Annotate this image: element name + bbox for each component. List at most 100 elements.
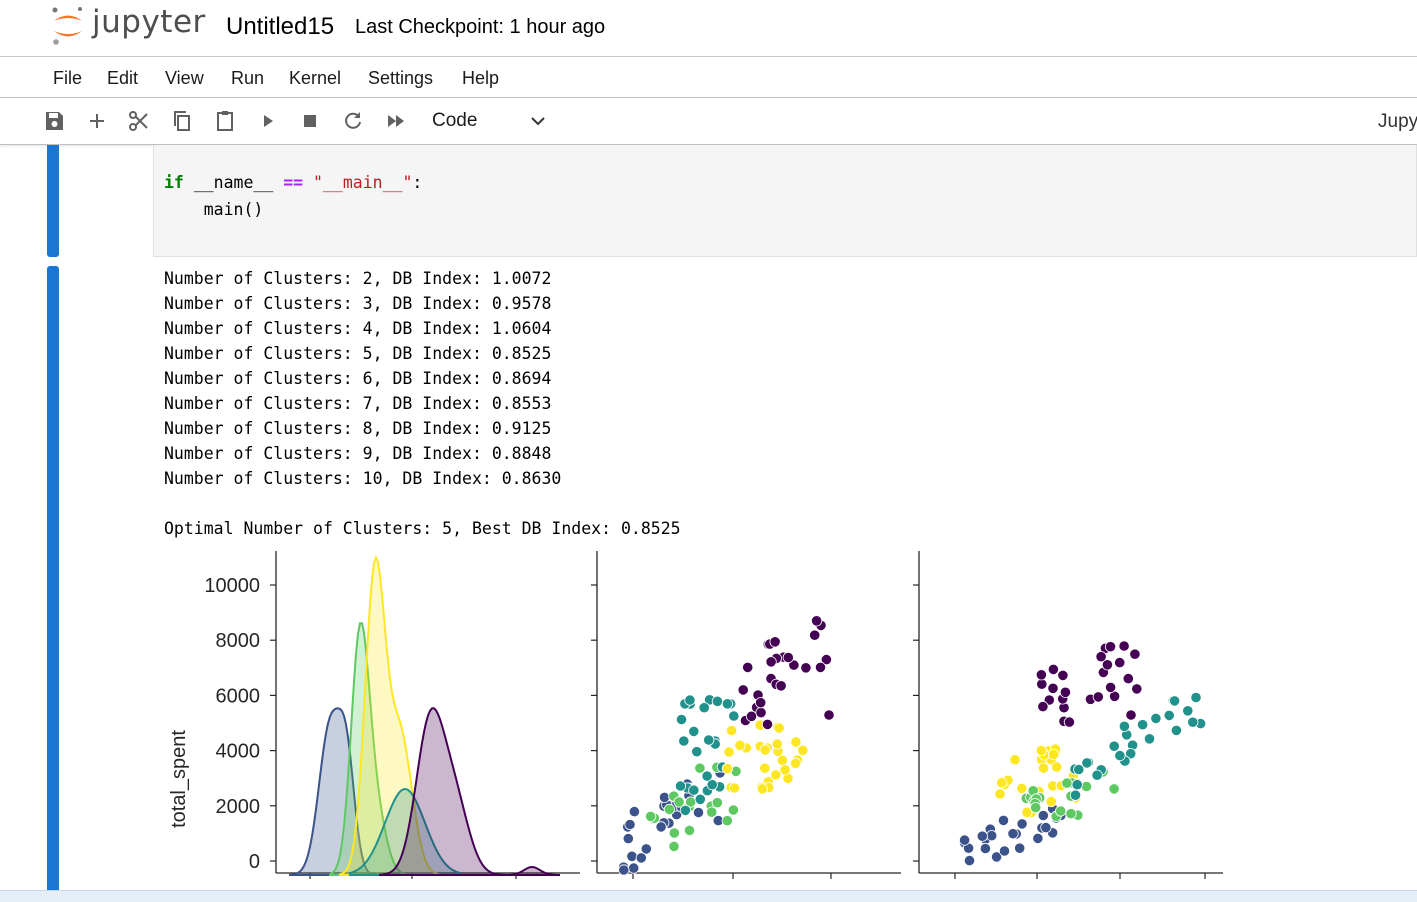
scatter-point: [706, 806, 718, 818]
cell-type-select[interactable]: Code: [432, 110, 478, 131]
code-line: main(): [164, 200, 264, 219]
scatter-point: [701, 770, 713, 782]
cut-icon[interactable]: [127, 109, 151, 133]
scatter-point: [703, 734, 715, 746]
code-editor[interactable]: if __name__ == "__main__": main(): [153, 145, 1417, 257]
scatter-point: [810, 615, 823, 627]
scatter-point: [1065, 808, 1077, 820]
chevron-down-icon[interactable]: [528, 111, 548, 131]
menu-kernel[interactable]: Kernel: [289, 68, 342, 88]
scatter-point: [809, 629, 821, 641]
scatter-point: [773, 722, 785, 734]
os-taskbar: [0, 890, 1417, 902]
scatter-point: [1125, 709, 1137, 721]
scatter-point: [1021, 806, 1033, 818]
scatter-point: [979, 842, 992, 855]
scatter-point: [692, 806, 705, 819]
scatter-point: [1035, 669, 1048, 681]
scatter-point: [1073, 763, 1085, 776]
stop-icon[interactable]: [298, 109, 322, 133]
run-icon[interactable]: [256, 109, 280, 133]
scatter-point: [1059, 686, 1072, 698]
operator: ==: [283, 173, 304, 192]
scatter-point: [1125, 748, 1137, 760]
scatter-point: [674, 780, 687, 792]
scatter-point: [728, 710, 740, 722]
scatter-point: [1108, 740, 1120, 752]
title-bar: jupyter Untitled15 Last Checkpoint: 1 ho…: [0, 0, 1417, 57]
scatter-point: [759, 762, 771, 774]
scatter-point: [723, 746, 735, 758]
copy-icon[interactable]: [170, 109, 194, 133]
scatter-point: [996, 777, 1008, 789]
scatter-point: [663, 803, 676, 815]
scatter-point: [1037, 762, 1050, 774]
scatter-point: [1114, 657, 1126, 669]
scatter-point: [668, 840, 680, 852]
scatter-point: [1016, 818, 1028, 830]
scatter-point: [1063, 716, 1076, 728]
scatter-point: [797, 744, 809, 756]
app-name: jupyter: [92, 4, 206, 40]
scatter-point: [728, 782, 741, 794]
checkpoint-status: Last Checkpoint: 1 hour ago: [355, 16, 606, 38]
output-line: Number of Clusters: 8, DB Index: 0.9125: [164, 419, 552, 438]
scatter-point: [721, 815, 733, 827]
scatter-point: [814, 661, 827, 674]
scatter-point: [1035, 744, 1047, 757]
scatter-point: [727, 804, 740, 816]
menu-settings[interactable]: Settings: [368, 68, 434, 88]
scatter-point: [1014, 842, 1026, 854]
scatter-point: [1047, 663, 1060, 676]
scatter-point: [1182, 705, 1194, 717]
scatter-point: [1047, 749, 1060, 761]
kernel-indicator[interactable]: Jupy: [1378, 111, 1417, 132]
cell-collapser[interactable]: [47, 145, 59, 257]
scatter-point: [742, 661, 754, 674]
scatter-point: [684, 694, 696, 706]
code-line: if __name__ == "__main__":: [164, 173, 422, 192]
scatter-point: [679, 804, 692, 816]
scatter-point: [976, 830, 988, 842]
scatter-point: [725, 724, 738, 737]
scatter-point: [694, 793, 706, 805]
scatter-point: [688, 725, 700, 737]
notebook-content: if __name__ == "__main__": main() Number…: [0, 145, 1417, 890]
scatter-point: [1032, 832, 1044, 844]
menu-help[interactable]: Help: [462, 68, 500, 88]
scatter-point: [694, 762, 706, 774]
scatter-point: [790, 736, 802, 748]
save-icon[interactable]: [42, 109, 66, 133]
scatter-point: [986, 830, 998, 842]
output-line: Number of Clusters: 6, DB Index: 0.8694: [164, 369, 552, 388]
scatter-point: [1170, 724, 1183, 736]
scatter-point: [775, 680, 787, 692]
menu-edit[interactable]: Edit: [107, 68, 139, 88]
scatter-point: [721, 763, 734, 775]
menu-view[interactable]: View: [165, 68, 204, 88]
scatter-point: [770, 769, 782, 781]
scatter-point: [789, 757, 802, 769]
add-cell-icon[interactable]: [85, 109, 109, 133]
scatter-point: [1168, 695, 1181, 707]
scatter-point: [1055, 805, 1067, 817]
kde-cluster-0: [379, 707, 560, 876]
scatter-point: [998, 845, 1011, 857]
notebook-title[interactable]: Untitled15: [226, 13, 335, 40]
output-summary: Optimal Number of Clusters: 5, Best DB I…: [164, 519, 681, 538]
restart-icon[interactable]: [341, 109, 365, 133]
scatter-point: [1190, 691, 1202, 704]
scatter-point: [765, 656, 777, 668]
output-line: Number of Clusters: 4, DB Index: 1.0604: [164, 319, 552, 338]
scatter-point: [711, 695, 724, 707]
scatter-point: [958, 834, 971, 846]
paste-icon[interactable]: [213, 109, 237, 133]
scatter-point: [1163, 709, 1175, 721]
scatter-point: [655, 821, 667, 833]
menu-run[interactable]: Run: [231, 68, 265, 88]
scatter-point: [1104, 641, 1117, 653]
menu-file[interactable]: File: [53, 68, 83, 88]
fast-forward-icon[interactable]: [384, 109, 408, 133]
output-collapser[interactable]: [47, 266, 59, 890]
scatter-point: [1045, 796, 1057, 808]
